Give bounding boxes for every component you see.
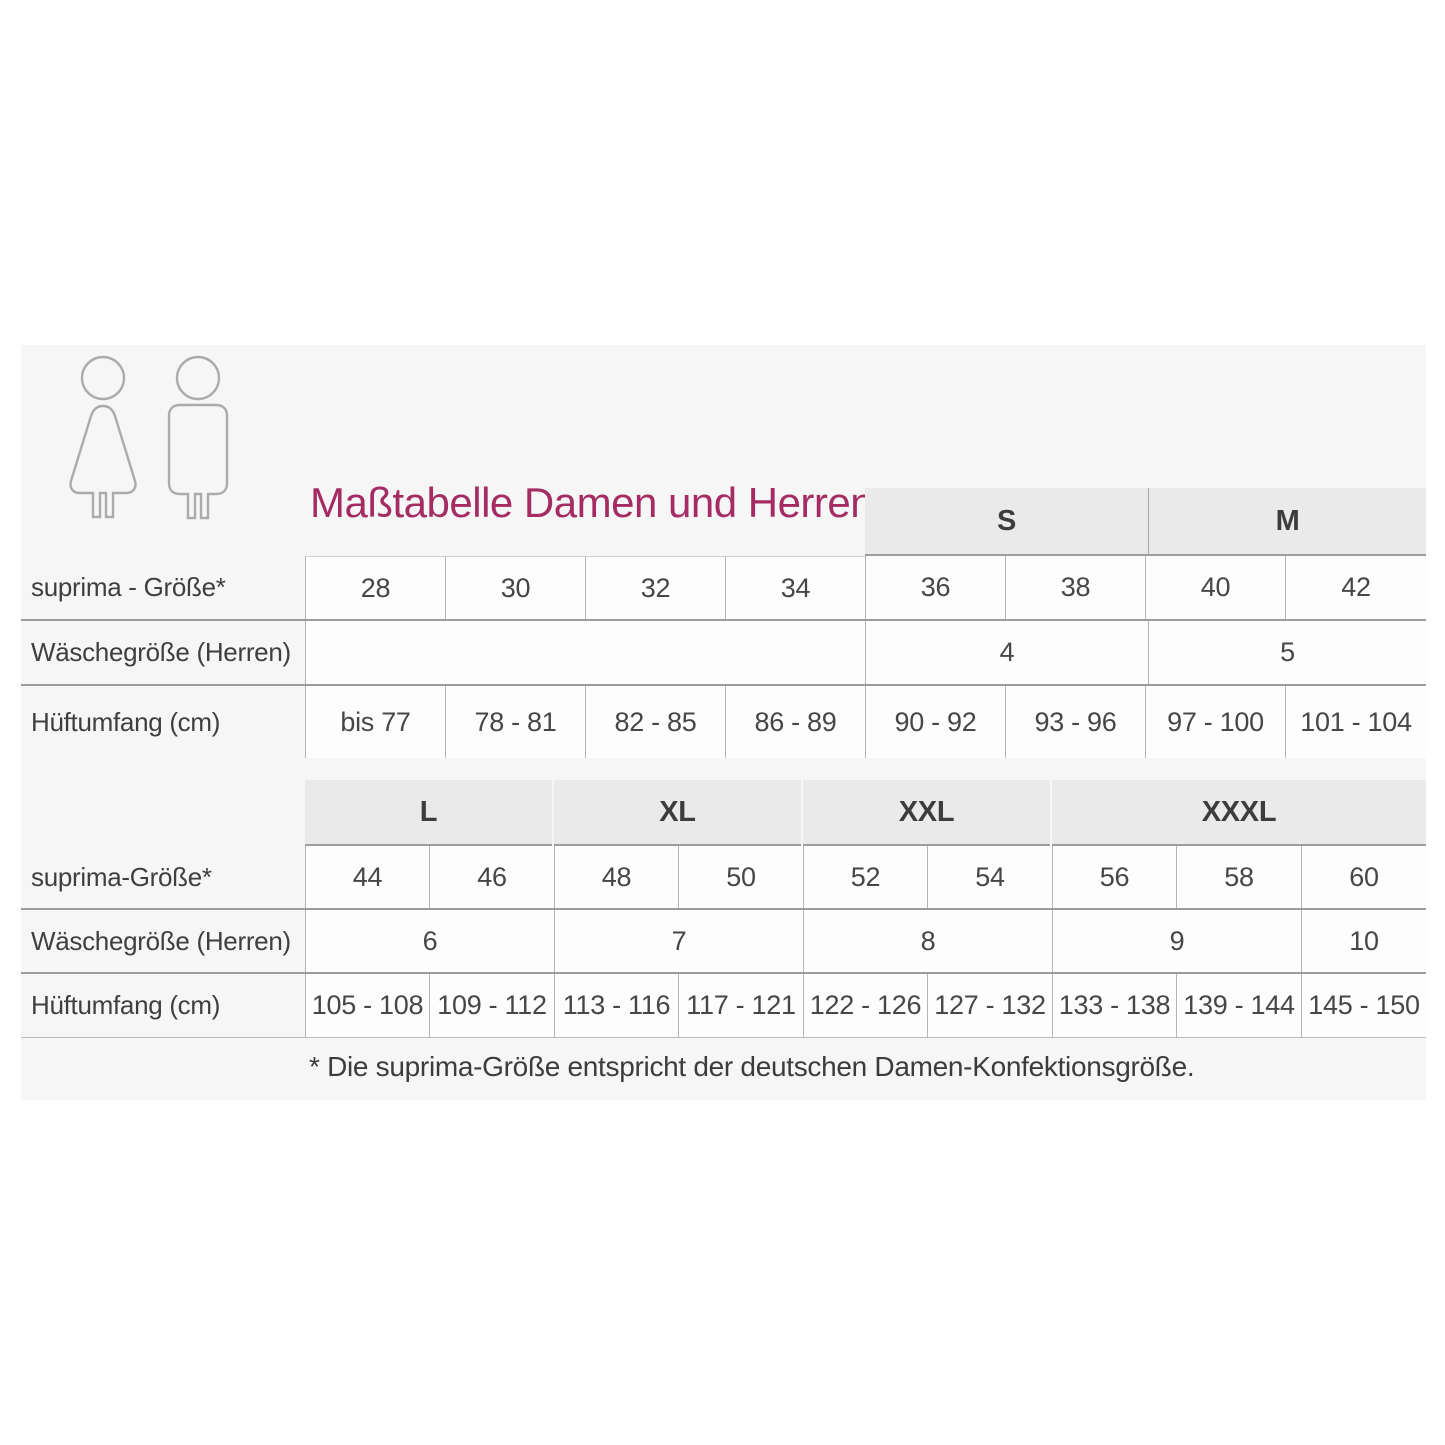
size-cell: 36 [865, 556, 1005, 619]
table-row: suprima-Größe* 44 46 48 50 52 54 56 58 6… [21, 846, 1426, 910]
row-label-waeschegroesse-2: Wäschegröße (Herren) [31, 925, 291, 956]
size-group-xxxl: XXXL [1052, 780, 1426, 846]
hip-range-cell: 117 - 121 [678, 974, 803, 1037]
hip-range-cell: 82 - 85 [585, 686, 725, 758]
size-cell: 52 [803, 846, 927, 908]
row-label-hueftumfang-2: Hüftumfang (cm) [31, 990, 221, 1020]
hip-range-cell: 93 - 96 [1005, 686, 1145, 758]
table-row: Wäschegröße (Herren) 6 7 8 9 10 [21, 910, 1426, 974]
size-group-xl: XL [554, 780, 801, 846]
hip-range-cell: 97 - 100 [1145, 686, 1285, 758]
size-group-header-sm: S M [865, 488, 1426, 556]
size-cell: 54 [927, 846, 1052, 908]
size-group-header-l-xxxl: L XL XXL XXXL [305, 780, 1426, 846]
hip-range-cell: 122 - 126 [803, 974, 927, 1037]
table-row: Hüftumfang (cm) 105 - 108 109 - 112 113 … [21, 974, 1426, 1038]
hip-range-cell: 101 - 104 [1285, 686, 1426, 758]
hip-range-cell: 78 - 81 [445, 686, 585, 758]
size-chart-panel: Maßtabelle Damen und Herren S M suprima … [21, 345, 1426, 1100]
size-group-s: S [865, 488, 1148, 556]
underwear-size-cell-empty [305, 621, 865, 684]
underwear-size-cell: 4 [865, 621, 1148, 684]
row-label-suprima-groesse-2: suprima-Größe* [31, 861, 212, 892]
hip-range-cell: 105 - 108 [305, 974, 429, 1037]
size-cell: 40 [1145, 556, 1285, 619]
size-cell: 60 [1301, 846, 1426, 908]
size-cell: 32 [585, 556, 725, 619]
size-cell: 56 [1052, 846, 1176, 908]
hip-range-cell: 113 - 116 [554, 974, 678, 1037]
size-cell: 44 [305, 846, 429, 908]
underwear-size-cell: 8 [803, 910, 1052, 972]
hip-range-cell: 109 - 112 [429, 974, 554, 1037]
hip-range-cell: 90 - 92 [865, 686, 1005, 758]
hip-range-cell: 139 - 144 [1176, 974, 1301, 1037]
size-cell: 38 [1005, 556, 1145, 619]
size-group-xxl: XXL [803, 780, 1050, 846]
size-cell: 42 [1285, 556, 1426, 619]
row-label-waeschegroesse-1: Wäschegröße (Herren) [31, 637, 291, 667]
table-row: Hüftumfang (cm) bis 77 78 - 81 82 - 85 8… [21, 686, 1426, 758]
size-group-m: M [1148, 488, 1426, 556]
underwear-size-cell: 5 [1148, 621, 1426, 684]
size-cell: 46 [429, 846, 554, 908]
hip-range-cell: 86 - 89 [725, 686, 865, 758]
row-label-hueftumfang-1: Hüftumfang (cm) [31, 706, 221, 737]
underwear-size-cell: 7 [554, 910, 803, 972]
underwear-size-cell: 6 [305, 910, 554, 972]
row-label-suprima-groesse-1: suprima - Größe* [31, 572, 226, 602]
hip-range-cell: 133 - 138 [1052, 974, 1176, 1037]
size-cell: 28 [305, 556, 445, 619]
size-cell: 58 [1176, 846, 1301, 908]
footnote: * Die suprima-Größe entspricht der deuts… [309, 1051, 1195, 1082]
size-cell: 34 [725, 556, 865, 619]
underwear-size-cell: 9 [1052, 910, 1301, 972]
woman-icon [69, 355, 137, 519]
size-cell: 50 [678, 846, 803, 908]
table-row: Wäschegröße (Herren) 4 5 [21, 621, 1426, 686]
size-group-l: L [305, 780, 552, 846]
size-cell: 30 [445, 556, 585, 619]
size-cell: 48 [554, 846, 678, 908]
table-row: suprima - Größe* 28 30 32 34 36 38 40 42 [21, 556, 1426, 621]
hip-range-cell: 127 - 132 [927, 974, 1052, 1037]
man-icon [167, 355, 229, 520]
hip-range-cell: 145 - 150 [1301, 974, 1426, 1037]
page-title: Maßtabelle Damen und Herren [310, 479, 874, 526]
underwear-size-cell: 10 [1301, 910, 1426, 972]
hip-range-cell: bis 77 [305, 686, 445, 758]
women-men-icon [69, 355, 229, 520]
